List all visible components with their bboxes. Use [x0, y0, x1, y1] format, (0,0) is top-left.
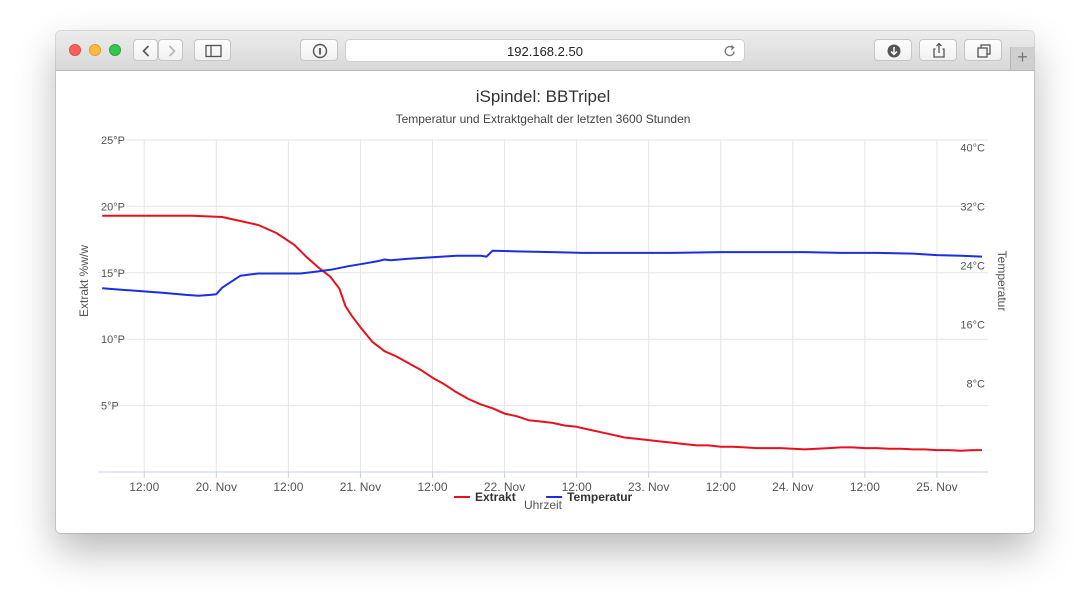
- x-tick-label: 25. Nov: [916, 480, 957, 494]
- right-axis-ticks: 40°C 32°C 24°C 16°C 8°C: [960, 142, 985, 390]
- legend-label: Temperatur: [567, 490, 632, 504]
- chevron-left-icon: [142, 45, 150, 57]
- zoom-window-button[interactable]: [109, 44, 121, 56]
- browser-window: 192.168.2.50 + iSpindel: BBTripel Temper…: [56, 31, 1034, 533]
- x-axis-ticks: 12:00 20. Nov 12:00 21. Nov 12:00 22. Nov 12:0…: [129, 472, 958, 494]
- grid-lines: [98, 139, 988, 473]
- sidebar-button[interactable]: [194, 39, 231, 61]
- chart: iSpindel: BBTripel Temperatur und Extrak…: [77, 87, 1009, 512]
- x-tick-label: 12:00: [850, 480, 880, 494]
- reader-info-button[interactable]: [300, 39, 338, 61]
- close-window-button[interactable]: [69, 44, 81, 56]
- new-tab-button[interactable]: +: [1010, 47, 1034, 70]
- browser-toolbar: 192.168.2.50 +: [56, 31, 1034, 71]
- minimize-window-button[interactable]: [89, 44, 101, 56]
- left-tick-label: 15°P: [101, 268, 125, 280]
- right-tick-label: 8°C: [967, 378, 986, 390]
- x-tick-label: 12:00: [129, 480, 159, 494]
- x-tick-label: 21. Nov: [340, 480, 381, 494]
- series-line-temperatur: [102, 249, 983, 297]
- legend-item-extrakt[interactable]: Extrakt: [454, 490, 516, 504]
- legend[interactable]: Extrakt Temperatur: [454, 490, 633, 504]
- left-tick-label: 10°P: [101, 334, 125, 346]
- x-tick-label: 23. Nov: [628, 480, 669, 494]
- sidebar-icon: [205, 44, 222, 58]
- x-tick-label: 12:00: [273, 480, 303, 494]
- left-tick-label: 20°P: [101, 201, 125, 213]
- chevron-right-icon: [168, 45, 176, 57]
- reload-icon[interactable]: [722, 43, 738, 59]
- right-tick-label: 32°C: [960, 201, 985, 213]
- right-tick-label: 40°C: [960, 142, 985, 154]
- url-text: 192.168.2.50: [507, 44, 583, 59]
- right-tick-label: 16°C: [960, 319, 985, 331]
- x-tick-label: 12:00: [706, 480, 736, 494]
- series-line-extrakt: [102, 214, 982, 452]
- left-tick-label: 5°P: [101, 401, 119, 413]
- x-tick-label: 12:00: [562, 480, 592, 494]
- address-bar[interactable]: 192.168.2.50: [345, 39, 745, 62]
- x-tick-label: 22. Nov: [484, 480, 525, 494]
- share-button[interactable]: [919, 39, 957, 61]
- chart-title: iSpindel: BBTripel: [476, 87, 611, 106]
- right-axis-label: Temperatur: [995, 251, 1009, 312]
- legend-item-temperatur[interactable]: Temperatur: [546, 490, 633, 504]
- x-tick-label: 12:00: [417, 480, 447, 494]
- left-axis-label: Extrakt %w/w: [77, 245, 91, 317]
- left-axis-ticks: 25°P 20°P 15°P 10°P 5°P: [101, 135, 125, 413]
- info-icon: [312, 43, 328, 59]
- x-tick-label: 20. Nov: [196, 480, 237, 494]
- x-tick-label: 24. Nov: [772, 480, 813, 494]
- forward-button[interactable]: [158, 39, 183, 61]
- left-tick-label: 25°P: [101, 135, 125, 147]
- download-icon: [887, 44, 901, 58]
- series-group: [102, 214, 983, 452]
- tabs-icon: [977, 44, 991, 58]
- page-content: iSpindel: BBTripel Temperatur und Extrak…: [56, 71, 1034, 533]
- share-icon: [933, 42, 945, 58]
- chart-subtitle: Temperatur und Extraktgehalt der letzten…: [396, 112, 691, 126]
- x-axis-label: Uhrzeit: [524, 498, 563, 512]
- back-button[interactable]: [133, 39, 158, 61]
- downloads-button[interactable]: [874, 39, 912, 61]
- right-tick-label: 24°C: [960, 260, 985, 272]
- legend-label: Extrakt: [475, 490, 516, 504]
- tabs-overview-button[interactable]: [964, 39, 1002, 61]
